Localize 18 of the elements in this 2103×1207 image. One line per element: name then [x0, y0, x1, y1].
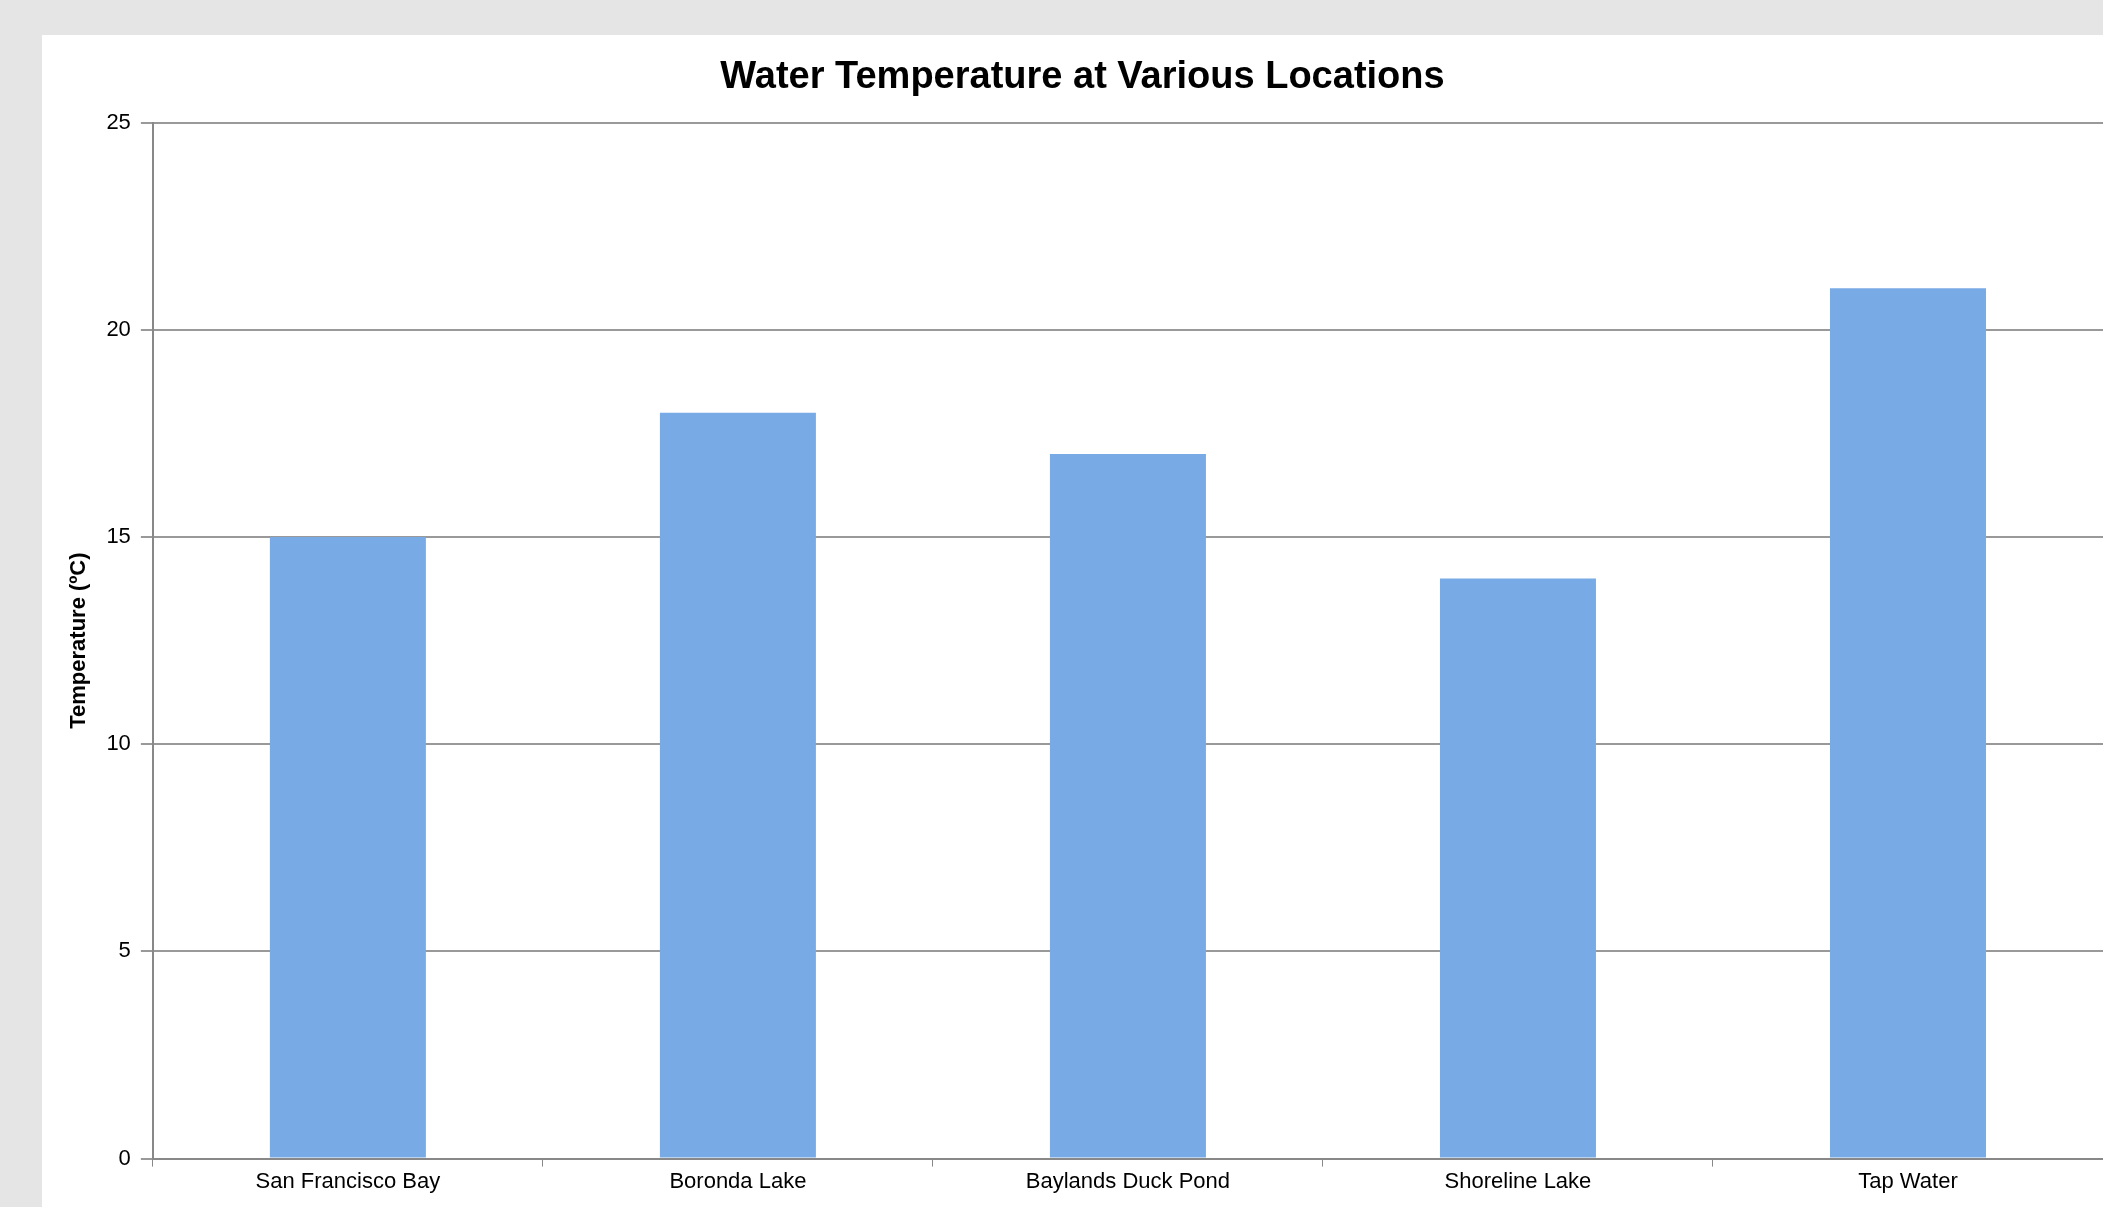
bar	[1049, 454, 1206, 1158]
bar	[659, 412, 816, 1158]
x-tick-label: Baylands Duck Pond	[1025, 1167, 1231, 1193]
bar	[1439, 578, 1596, 1158]
x-tick-label: Shoreline Lake	[1444, 1167, 1592, 1193]
x-tick-label: Boronda Lake	[669, 1167, 807, 1193]
x-tick-label: Tap Water	[1858, 1167, 1958, 1193]
x-tick-label: San Francisco Bay	[255, 1167, 441, 1193]
bar	[269, 537, 426, 1158]
y-tick-label: 10	[106, 730, 131, 756]
y-tick-label: 0	[118, 1144, 131, 1170]
y-tick-label: 25	[106, 108, 131, 134]
y-axis-title: Temperature (ºC)	[65, 552, 91, 729]
y-tick-label: 20	[106, 315, 131, 341]
bar	[1829, 288, 1986, 1158]
chart-title: Water Temperature at Various Locations	[720, 54, 1445, 97]
y-tick-label: 15	[106, 523, 131, 549]
y-tick-label: 5	[118, 937, 131, 963]
